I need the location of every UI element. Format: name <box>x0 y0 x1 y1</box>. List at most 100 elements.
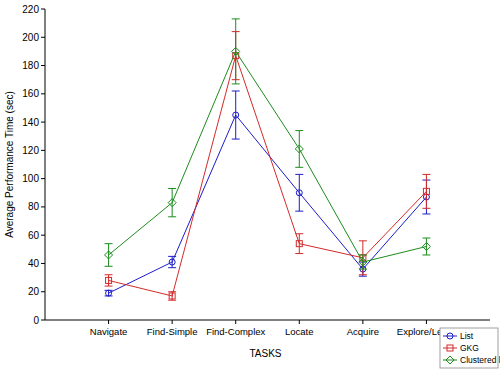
series-line <box>109 56 427 296</box>
error-cap <box>168 267 176 268</box>
error-stem <box>108 275 109 286</box>
error-bar <box>105 290 113 296</box>
error-cap <box>422 213 430 214</box>
error-cap <box>359 274 367 275</box>
error-cap <box>168 256 176 257</box>
x-tick <box>172 320 173 324</box>
y-axis <box>45 9 46 320</box>
error-cap <box>232 83 240 84</box>
error-stem <box>172 256 173 267</box>
legend-line <box>443 360 457 361</box>
x-tick-label: Find-Complex <box>206 326 265 337</box>
x-tick-label: Find-Simple <box>147 326 198 337</box>
error-bar <box>168 256 176 267</box>
series <box>105 32 431 301</box>
marker <box>423 188 429 194</box>
marker <box>296 190 302 196</box>
legend-line <box>443 348 457 349</box>
error-stem <box>235 91 236 139</box>
marker <box>168 199 176 207</box>
marker <box>233 112 239 118</box>
series-line <box>109 51 427 262</box>
error-cap <box>105 274 113 275</box>
error-cap <box>168 300 176 301</box>
error-cap <box>422 174 430 175</box>
plot-area <box>105 19 431 300</box>
y-tick <box>41 291 45 292</box>
x-tick-label: Acquire <box>347 326 379 337</box>
y-tick <box>41 178 45 179</box>
error-bar <box>232 19 240 84</box>
y-tick <box>41 37 45 38</box>
y-tick <box>41 9 45 10</box>
error-bar <box>422 174 430 208</box>
y-tick <box>41 235 45 236</box>
y-tick-label: 20 <box>28 286 40 297</box>
error-cap <box>422 208 430 209</box>
error-cap <box>295 253 303 254</box>
legend-marker <box>446 356 454 364</box>
error-cap <box>232 90 240 91</box>
error-stem <box>108 290 109 296</box>
series <box>105 91 431 296</box>
error-cap <box>105 286 113 287</box>
error-cap <box>359 276 367 277</box>
x-tick <box>362 320 363 324</box>
error-bar <box>168 189 176 217</box>
legend-label: GKG <box>460 343 479 353</box>
error-bar <box>295 234 303 254</box>
y-tick-label: 40 <box>28 258 40 269</box>
error-bar <box>359 255 367 269</box>
error-cap <box>168 216 176 217</box>
x-axis-label: TASKS <box>249 348 281 359</box>
error-cap <box>232 139 240 140</box>
y-tick <box>41 65 45 66</box>
legend: ListGKGClustered list <box>440 328 500 368</box>
y-tick <box>41 206 45 207</box>
marker <box>296 241 302 247</box>
error-stem <box>362 255 363 269</box>
error-cap <box>105 243 113 244</box>
error-stem <box>108 244 109 267</box>
marker <box>169 293 175 299</box>
x-tick <box>299 320 300 324</box>
error-cap <box>359 269 367 270</box>
y-tick-label: 160 <box>22 88 39 99</box>
chart: 020406080100120140160180200220NavigateFi… <box>0 0 500 370</box>
error-cap <box>295 174 303 175</box>
y-tick-label: 80 <box>28 201 40 212</box>
marker <box>422 242 430 250</box>
error-bar <box>295 174 303 211</box>
y-axis-label: Average Performance Time (sec) <box>4 91 15 238</box>
error-cap <box>422 254 430 255</box>
error-cap <box>359 240 367 241</box>
error-cap <box>232 18 240 19</box>
marker <box>105 251 113 259</box>
error-cap <box>422 238 430 239</box>
error-bar <box>295 131 303 168</box>
series-line <box>109 115 427 293</box>
error-stem <box>299 131 300 168</box>
error-bar <box>105 275 113 286</box>
y-tick <box>41 93 45 94</box>
y-tick <box>41 263 45 264</box>
error-bar <box>105 244 113 267</box>
x-tick <box>108 320 109 324</box>
legend-marker <box>447 345 453 351</box>
error-cap <box>359 254 367 255</box>
error-stem <box>426 174 427 208</box>
x-tick <box>235 320 236 324</box>
marker <box>295 145 303 153</box>
y-tick <box>41 320 45 321</box>
legend-label: Clustered list <box>460 355 500 365</box>
y-tick-label: 100 <box>22 173 39 184</box>
marker <box>359 258 367 266</box>
error-stem <box>299 174 300 211</box>
error-cap <box>295 233 303 234</box>
error-cap <box>295 211 303 212</box>
error-cap <box>105 266 113 267</box>
error-cap <box>295 167 303 168</box>
series <box>105 19 431 269</box>
y-tick-label: 120 <box>22 145 39 156</box>
legend-line <box>443 336 457 337</box>
